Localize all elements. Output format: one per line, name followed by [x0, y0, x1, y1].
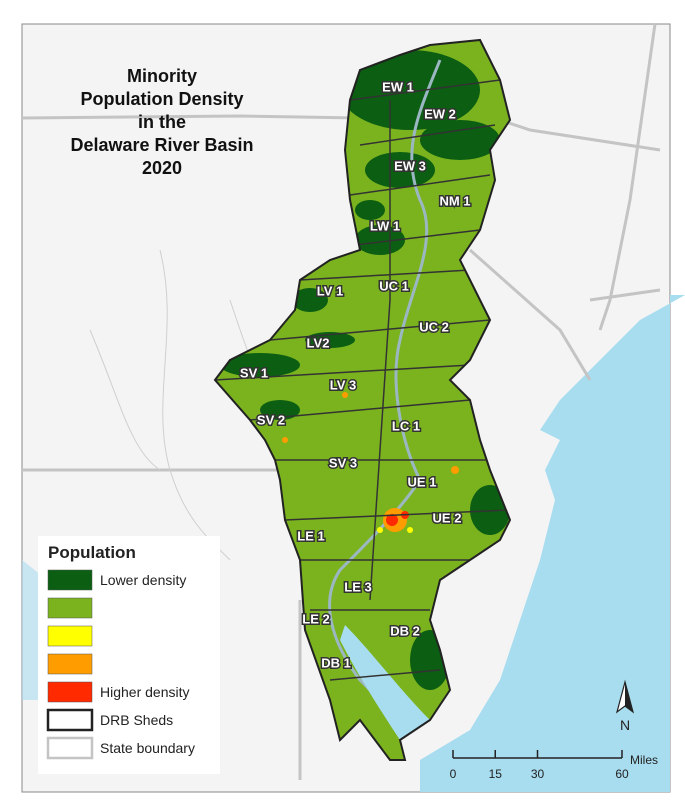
shed-label: LE 2: [302, 611, 329, 626]
scale-tick-label: 0: [450, 767, 457, 781]
shed-label: SV 2: [257, 412, 285, 427]
scale-tick-label: 60: [615, 767, 629, 781]
shed-label: LE 1: [297, 528, 324, 543]
legend-label: Higher density: [100, 684, 190, 700]
shed-label: DB 2: [390, 623, 420, 638]
legend-label: State boundary: [100, 740, 195, 756]
shed-label: UE 1: [408, 474, 437, 489]
scale-tick-label: 15: [489, 767, 503, 781]
title-line: in the: [138, 112, 186, 132]
shed-label: LV 3: [330, 377, 357, 392]
title: Minority Population Density in the Delaware…: [70, 66, 253, 178]
shed-label: LV2: [307, 335, 330, 350]
north-arrow: N: [615, 679, 635, 733]
legend-swatch: [47, 625, 93, 647]
legend-swatch: [47, 569, 93, 591]
legend: Lower density Higher density DRB Sheds Stat…: [46, 569, 195, 760]
shed-label: EW 1: [382, 79, 414, 94]
title-line: Delaware River Basin: [70, 135, 253, 155]
legend-swatch: [46, 736, 94, 760]
shed-label: UE 2: [433, 510, 462, 525]
title-line: Minority: [127, 66, 197, 86]
shed-label: SV 3: [329, 455, 357, 470]
scale-tick-label: 30: [531, 767, 545, 781]
shed-label: LC 1: [392, 418, 420, 433]
shed-label: LW 1: [370, 218, 400, 233]
legend-title: Population: [48, 543, 136, 562]
shed-label: EW 2: [424, 106, 456, 121]
title-line: 2020: [142, 158, 182, 178]
legend-label: Lower density: [100, 572, 186, 588]
state-boundaries: [21, 23, 661, 780]
shed-label: SV 1: [240, 365, 268, 380]
title-line: Population Density: [80, 89, 243, 109]
shed-labels: EW 1 EW 2 EW 3 NM 1 LW 1 LV 1 UC 1 UC 2 LV2 SV 1 L…: [238, 78, 472, 672]
legend-swatch: [46, 708, 94, 732]
scale-unit: Miles: [630, 753, 658, 767]
shed-label: DB 1: [321, 655, 351, 670]
shed-label: LE 3: [344, 579, 371, 594]
shed-label: LV 1: [317, 283, 344, 298]
shed-label: EW 3: [394, 158, 426, 173]
shed-label: NM 1: [439, 193, 470, 208]
shed-label: UC 1: [379, 278, 409, 293]
north-label: N: [620, 717, 630, 733]
legend-label: DRB Sheds: [100, 712, 173, 728]
ocean: [420, 295, 685, 792]
shed-label: UC 2: [419, 319, 449, 334]
legend-swatch: [47, 653, 93, 675]
legend-swatch: [47, 681, 93, 703]
legend-swatch: [47, 597, 93, 619]
